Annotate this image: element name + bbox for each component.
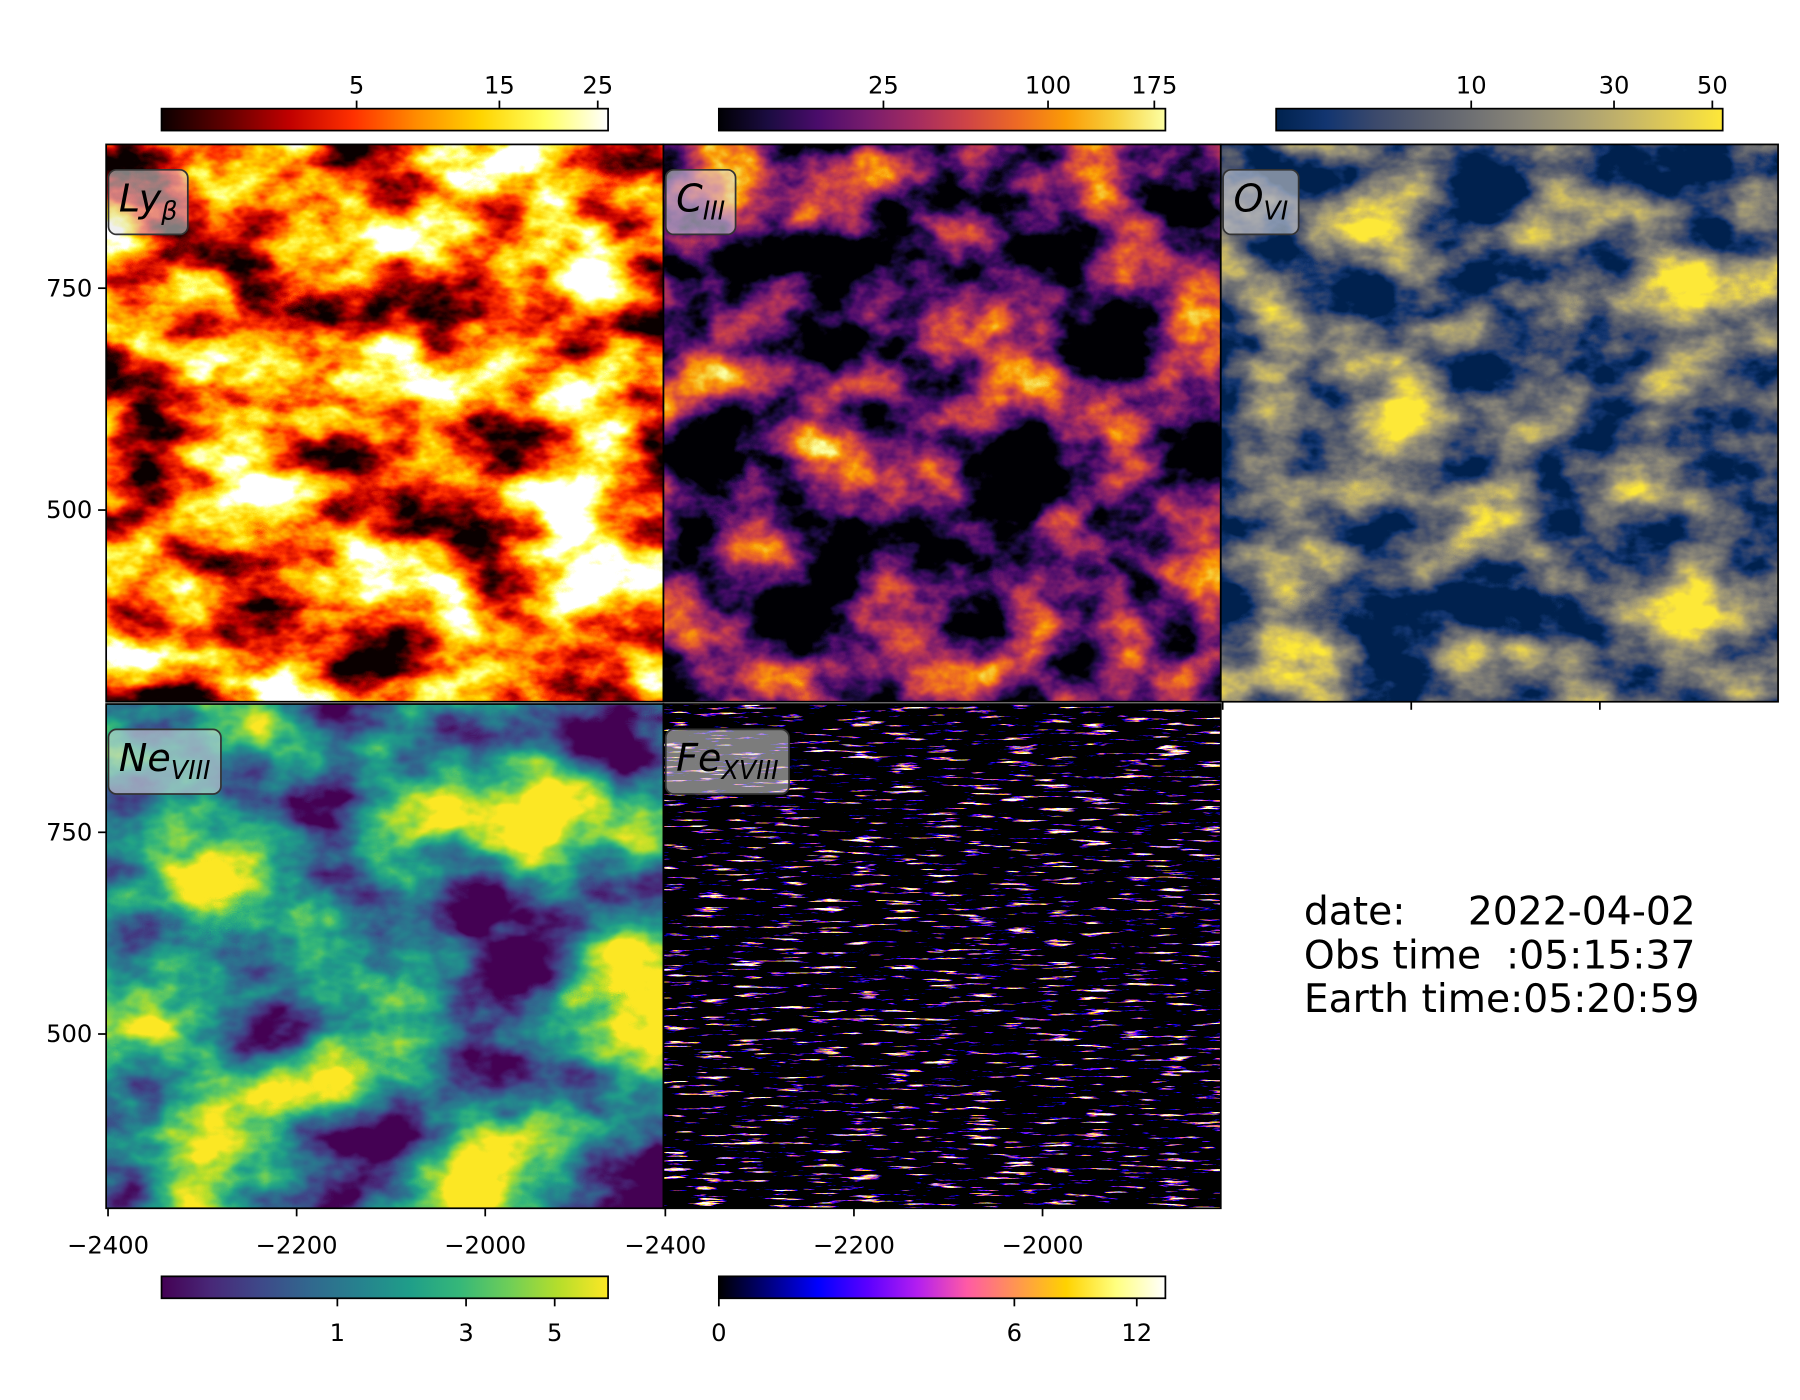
label-sub: XVIII — [719, 755, 778, 785]
panel-frame — [662, 703, 1222, 1210]
panel-label: FeXVIII — [676, 736, 779, 785]
label-main: Ne — [119, 736, 171, 780]
panel-label: CIII — [676, 176, 725, 225]
colorbar — [160, 1275, 609, 1300]
colorbar-tick-label: 3 — [458, 1319, 473, 1347]
colorbar — [717, 107, 1167, 132]
colorbar-tick-label: 6 — [1007, 1319, 1022, 1347]
colorbar-tick-label: 50 — [1697, 72, 1728, 100]
colorbar-tick-label: 10 — [1456, 72, 1487, 100]
label-box — [664, 168, 737, 236]
colorbar — [717, 1275, 1167, 1300]
label-box — [1222, 168, 1300, 236]
colorbar-tick-label: 25 — [868, 72, 899, 100]
annotation-line: date: 2022-04-02 — [1304, 889, 1696, 934]
colorbar-tick-label: 30 — [1599, 72, 1630, 100]
colorbar-tick-label: 5 — [547, 1319, 562, 1347]
x-tick-label: −2000 — [1002, 1231, 1084, 1259]
label-main: Ly — [119, 176, 162, 220]
colorbar-tick-label: 15 — [484, 72, 515, 100]
colorbar — [1275, 107, 1724, 132]
y-tick-label: 750 — [46, 818, 92, 846]
colorbar-tick-label: 0 — [711, 1319, 726, 1347]
x-tick-label: −2400 — [624, 1231, 706, 1259]
colorbar-tick-label: 5 — [349, 72, 364, 100]
label-main: C — [676, 176, 703, 220]
colorbar-tick-label: 12 — [1121, 1319, 1152, 1347]
colorbar-tick-label: 175 — [1131, 72, 1177, 100]
annotation-line: Obs time :05:15:37 — [1304, 933, 1696, 978]
panel-frame — [1219, 143, 1779, 703]
x-tick-label: −2200 — [256, 1231, 338, 1259]
colorbar-tick-label: 1 — [330, 1319, 345, 1347]
colorbar-tick-label: 100 — [1025, 72, 1071, 100]
label-sub: VI — [1263, 195, 1288, 225]
label-sub: β — [160, 195, 177, 225]
panel-label: NeVIII — [119, 736, 211, 785]
solar-image — [1220, 144, 1779, 702]
x-tick-label: −2200 — [813, 1231, 895, 1259]
y-tick-label: 500 — [46, 1020, 92, 1048]
label-box — [107, 168, 189, 236]
panel-label: OVI — [1233, 176, 1288, 225]
label-main: Fe — [676, 736, 721, 780]
annotation-line: Earth time:05:20:59 — [1304, 977, 1700, 1022]
label-sub: VIII — [171, 755, 211, 785]
colorbar-tick-label: 25 — [582, 72, 613, 100]
label-box — [107, 728, 222, 795]
colorbar — [160, 107, 609, 132]
label-sub: III — [703, 195, 725, 225]
label-box — [664, 728, 790, 795]
x-tick-label: −2400 — [67, 1231, 149, 1259]
x-tick-label: −2000 — [444, 1231, 526, 1259]
y-tick-label: 500 — [46, 496, 92, 524]
label-main: O — [1233, 176, 1263, 220]
panel-label: Lyβ — [119, 176, 178, 225]
y-tick-label: 750 — [46, 274, 92, 302]
solar-image — [106, 144, 664, 702]
solar-image — [663, 144, 1221, 702]
